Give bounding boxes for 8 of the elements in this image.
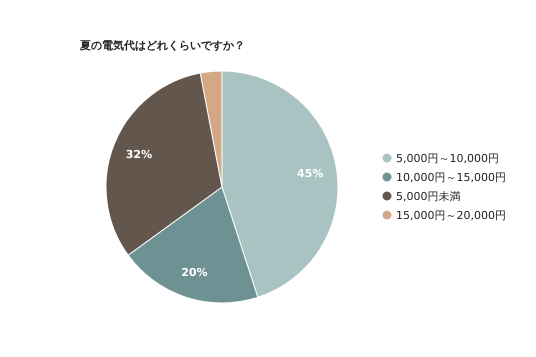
legend-label: 5,000円未満 — [396, 190, 460, 203]
legend-label: 15,000円～20,000円 — [396, 209, 506, 222]
data-label: 20% — [181, 266, 208, 279]
legend-label: 5,000円～10,000円 — [396, 152, 499, 165]
chart-title: 夏の電気代はどれくらいですか？ — [79, 39, 245, 52]
legend-label: 10,000円～15,000円 — [396, 171, 506, 184]
data-label: 45% — [297, 167, 324, 180]
data-label: 32% — [126, 148, 152, 162]
